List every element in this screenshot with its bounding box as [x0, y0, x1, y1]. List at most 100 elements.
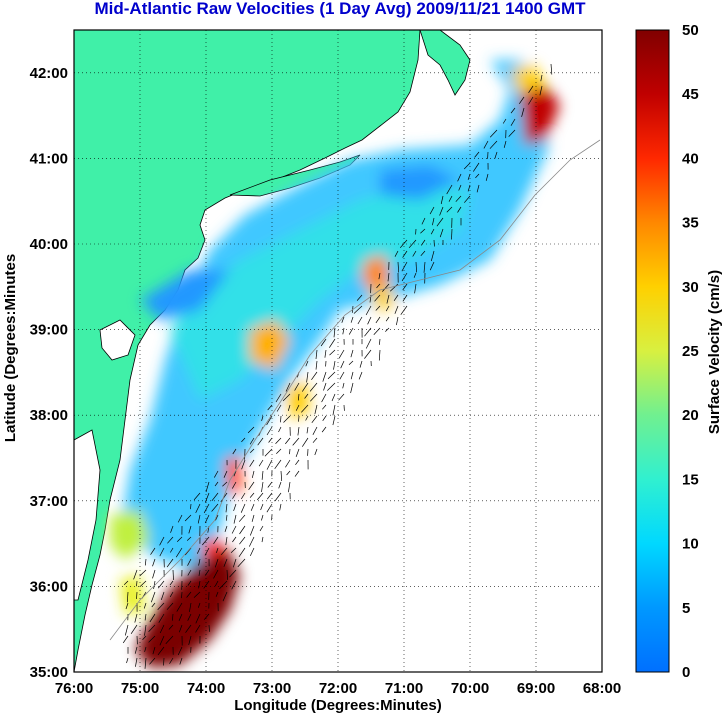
- chesapeake-bay: [74, 429, 101, 601]
- colorbar-tick-label: 35: [682, 215, 699, 232]
- velocity-arrow: [178, 613, 183, 621]
- velocity-arrow: [177, 514, 183, 523]
- velocity-arrow: [467, 184, 471, 192]
- velocity-arrow: [421, 217, 426, 225]
- colorbar-tick-label: 30: [682, 279, 699, 296]
- velocity-arrow: [266, 459, 273, 470]
- velocity-arrow: [241, 437, 246, 443]
- velocity-arrow: [153, 580, 156, 590]
- velocity-arrow: [382, 283, 390, 292]
- velocity-arrow: [202, 536, 210, 546]
- velocity-arrow: [440, 195, 444, 205]
- velocity-arrow: [312, 426, 318, 435]
- velocity-arrow: [126, 591, 129, 603]
- velocity-arrow: [286, 470, 291, 476]
- velocity-arrow: [143, 602, 147, 609]
- velocity-arrow: [232, 536, 237, 543]
- velocity-arrow: [451, 228, 453, 240]
- x-tick-label: 75:00: [121, 680, 159, 697]
- colorbar-tick-label: 5: [682, 600, 690, 617]
- velocity-arrow: [159, 536, 165, 546]
- velocity-arrow: [367, 316, 372, 325]
- velocity-arrow: [467, 173, 471, 181]
- velocity-arrow: [251, 514, 255, 522]
- velocity-arrow: [123, 580, 129, 586]
- velocity-arrow: [339, 371, 345, 380]
- velocity-arrow: [163, 657, 165, 666]
- velocity-arrow: [187, 580, 192, 586]
- velocity-arrow: [402, 283, 408, 291]
- velocity-arrow: [420, 239, 426, 246]
- velocity-arrow: [195, 503, 201, 514]
- velocity-arrow: [197, 514, 201, 524]
- velocity-arrow: [436, 217, 444, 227]
- velocity-arrow: [550, 63, 553, 75]
- velocity-arrow: [329, 338, 336, 348]
- velocity-arrow: [340, 360, 345, 369]
- velocity-arrow: [188, 635, 192, 645]
- velocity-arrow: [267, 481, 273, 488]
- velocity-arrow: [503, 140, 507, 148]
- y-tick-label: 41:00: [30, 150, 68, 167]
- velocity-arrow: [350, 371, 354, 380]
- velocity-arrow: [483, 140, 489, 149]
- velocity-arrow: [188, 525, 192, 534]
- velocity-arrow: [193, 492, 201, 501]
- velocity-arrow: [251, 470, 255, 478]
- velocity-arrow: [359, 360, 363, 368]
- velocity-arrow: [412, 250, 417, 257]
- velocity-arrow: [134, 646, 138, 654]
- velocity-arrow: [157, 646, 165, 656]
- velocity-arrow: [134, 613, 138, 623]
- velocity-arrow: [348, 360, 354, 365]
- velocity-arrow: [423, 261, 426, 273]
- velocity-arrow: [167, 536, 174, 544]
- velocity-arrow: [282, 393, 291, 402]
- velocity-arrow: [150, 591, 156, 603]
- velocity-arrow: [302, 437, 309, 447]
- velocity-arrow: [124, 624, 129, 636]
- velocity-arrow: [476, 184, 480, 193]
- velocity-arrow: [280, 415, 282, 423]
- velocity-arrow: [185, 624, 192, 633]
- velocity-arrow: [130, 624, 138, 634]
- velocity-arrow: [429, 206, 435, 215]
- velocity-arrow: [274, 492, 282, 502]
- velocity-arrow: [314, 404, 318, 414]
- velocity-arrow: [474, 151, 480, 158]
- colorbar-tick-label: 0: [682, 664, 690, 681]
- velocity-arrow: [208, 624, 210, 632]
- velocity-arrows: [122, 63, 553, 669]
- velocity-arrow: [241, 459, 246, 470]
- velocity-arrow: [261, 481, 264, 493]
- velocity-arrow: [160, 591, 165, 601]
- velocity-arrow: [378, 272, 381, 280]
- velocity-arrow: [205, 481, 210, 493]
- velocity-arrow: [249, 448, 255, 454]
- velocity-arrow: [528, 85, 534, 93]
- velocity-arrow: [420, 250, 426, 257]
- velocity-arrow: [248, 536, 255, 547]
- velocity-arrow: [278, 481, 282, 489]
- velocity-arrow: [220, 547, 228, 556]
- land-mass: [74, 30, 421, 672]
- velocity-arrow: [197, 602, 201, 608]
- velocity-arrow: [310, 393, 318, 402]
- y-axis-ticks: 35:00 36:00 37:00 38:00 39:00 40:00 41:00 42:00: [30, 65, 68, 681]
- bathymetry-contour: [109, 139, 601, 641]
- colorbar: [635, 29, 670, 673]
- velocity-arrow: [287, 404, 291, 411]
- velocity-arrow: [136, 591, 138, 600]
- velocity-arrow: [302, 382, 309, 392]
- velocity-arrow: [401, 261, 408, 272]
- velocity-arrow: [213, 536, 219, 545]
- velocity-arrow: [289, 448, 291, 455]
- velocity-arrow: [126, 657, 129, 664]
- x-tick-label: 69:00: [517, 680, 555, 697]
- velocity-arrow: [350, 382, 354, 394]
- x-tick-label: 74:00: [187, 680, 225, 697]
- velocity-arrow: [463, 162, 471, 170]
- velocity-arrow: [364, 327, 372, 337]
- velocity-arrow: [298, 415, 300, 422]
- velocity-arrow: [144, 558, 147, 566]
